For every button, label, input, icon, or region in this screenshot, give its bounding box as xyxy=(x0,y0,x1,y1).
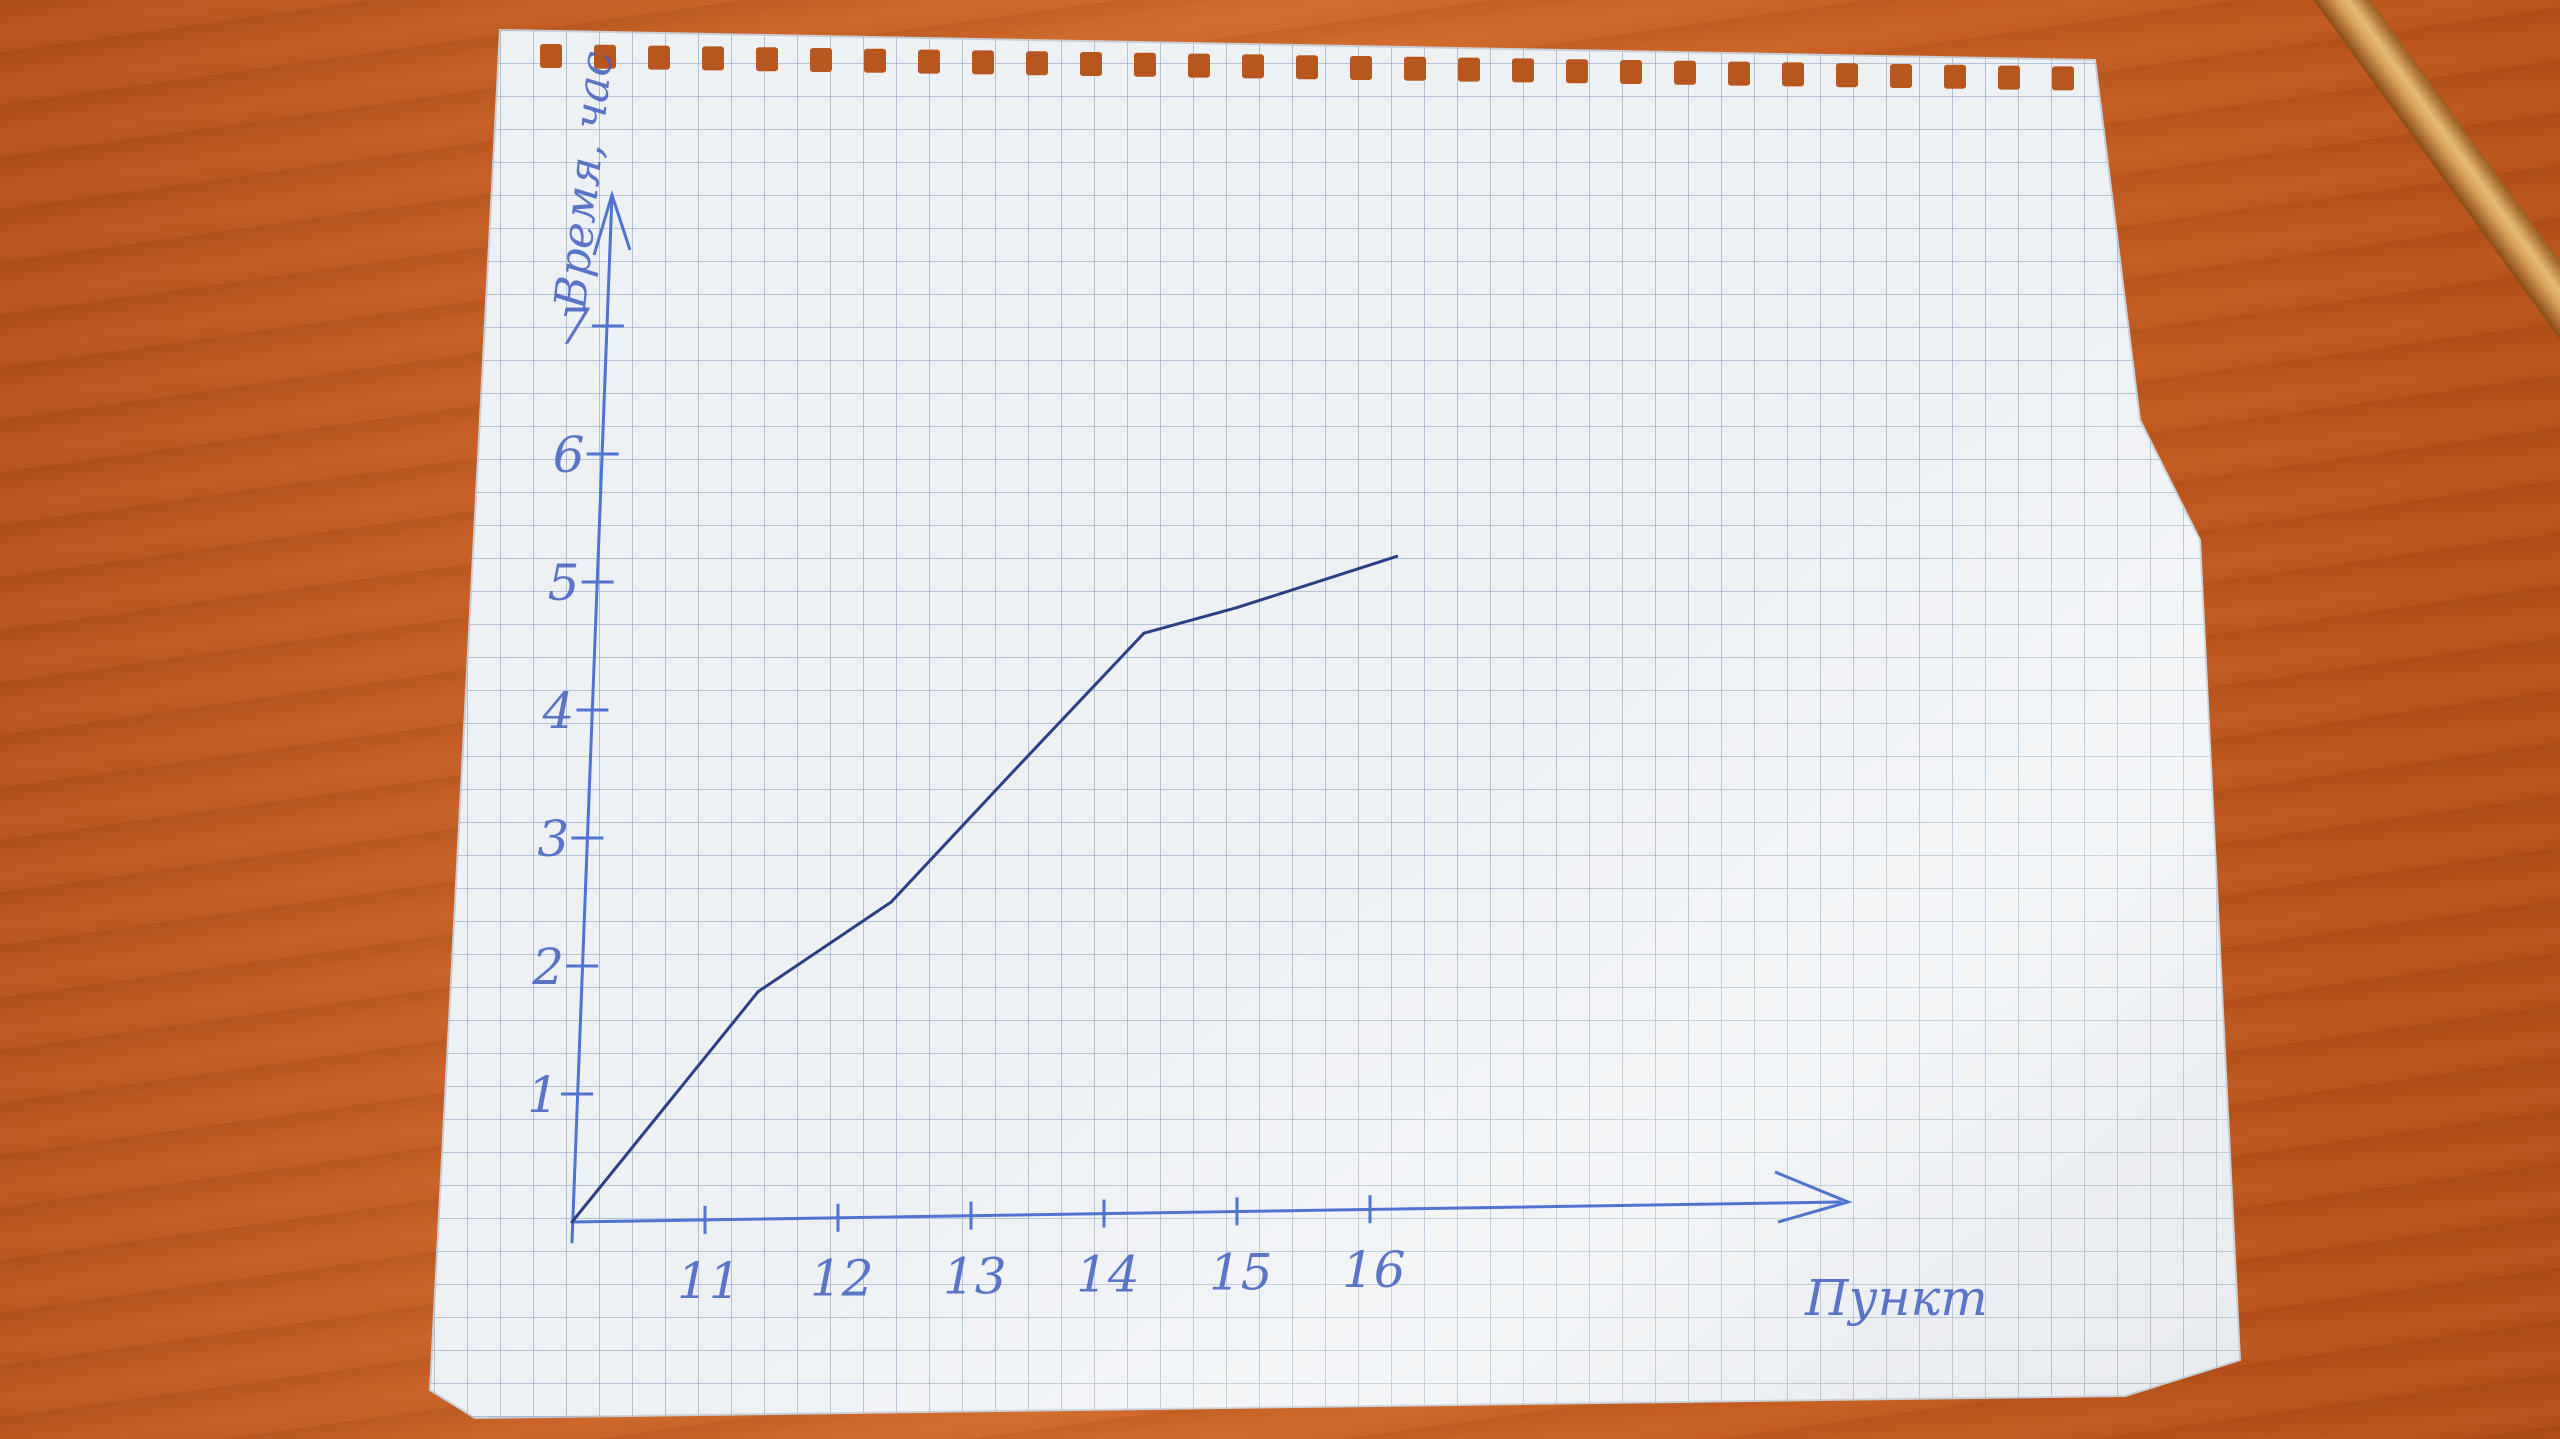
data-point xyxy=(889,900,893,904)
paper-sheet xyxy=(428,28,2242,1420)
data-point xyxy=(1009,772,1013,776)
x-tick-label: 12 xyxy=(810,1250,874,1308)
spiral-binding-holes xyxy=(540,44,2074,91)
spiral-hole xyxy=(864,48,886,73)
spiral-hole xyxy=(1026,51,1048,76)
y-axis-ticks: 1 2 3 4 5 6 7 xyxy=(527,298,624,1124)
x-tick-label: 13 xyxy=(943,1248,1007,1306)
x-tick-label: 11 xyxy=(677,1252,741,1310)
x-axis-ticks: 11 12 13 14 15 16 xyxy=(677,1195,1406,1310)
spiral-hole xyxy=(1404,56,1426,81)
spiral-hole xyxy=(756,47,778,72)
spiral-hole xyxy=(1782,62,1804,87)
spiral-hole xyxy=(540,44,562,68)
x-tick-label: 14 xyxy=(1076,1245,1140,1303)
y-axis-arrow xyxy=(592,189,632,256)
y-tick-label: 7 xyxy=(558,298,590,356)
spiral-hole xyxy=(1134,52,1156,77)
spiral-hole xyxy=(2052,66,2074,91)
data-point xyxy=(570,1220,574,1224)
x-tick-label: 15 xyxy=(1209,1243,1273,1301)
x-axis-label: Пункт xyxy=(1804,1269,1988,1327)
data-point xyxy=(1395,554,1399,558)
y-tick-label: 1 xyxy=(527,1066,559,1124)
chart-axes xyxy=(570,189,1853,1244)
y-tick-label: 2 xyxy=(531,938,564,996)
spiral-hole xyxy=(1620,60,1642,84)
spiral-hole xyxy=(1080,52,1102,76)
spiral-hole xyxy=(1458,57,1480,82)
spiral-hole xyxy=(972,50,994,75)
series-line xyxy=(570,554,1399,1224)
spiral-hole xyxy=(594,44,616,69)
spiral-hole xyxy=(1674,60,1696,85)
x-axis-line xyxy=(570,1200,1842,1224)
spiral-hole xyxy=(810,48,832,72)
data-point xyxy=(1235,606,1239,610)
y-tick-label: 5 xyxy=(548,554,580,612)
data-point xyxy=(756,990,760,994)
spiral-hole xyxy=(1944,64,1966,89)
spiral-hole xyxy=(1890,64,1912,88)
spiral-hole xyxy=(648,45,670,70)
spiral-hole xyxy=(1728,61,1750,86)
spiral-hole xyxy=(1512,58,1534,83)
spiral-hole xyxy=(1836,63,1858,88)
data-point xyxy=(663,1105,667,1109)
y-tick-label: 3 xyxy=(537,810,569,868)
x-axis-arrow xyxy=(1774,1170,1853,1224)
spiral-hole xyxy=(1242,54,1264,79)
x-tick-label: 16 xyxy=(1342,1241,1406,1299)
y-tick-label: 6 xyxy=(553,426,585,484)
spiral-hole xyxy=(1566,59,1588,84)
spiral-hole xyxy=(1188,53,1210,78)
data-point xyxy=(1142,631,1146,635)
series-polyline xyxy=(570,554,1399,1224)
spiral-hole xyxy=(1350,56,1372,80)
spiral-hole xyxy=(1296,55,1318,80)
y-axis-line xyxy=(570,193,614,1244)
spiral-hole xyxy=(702,46,724,71)
spiral-hole xyxy=(1998,65,2020,90)
spiral-hole xyxy=(918,49,940,74)
y-tick-label: 4 xyxy=(541,682,574,740)
